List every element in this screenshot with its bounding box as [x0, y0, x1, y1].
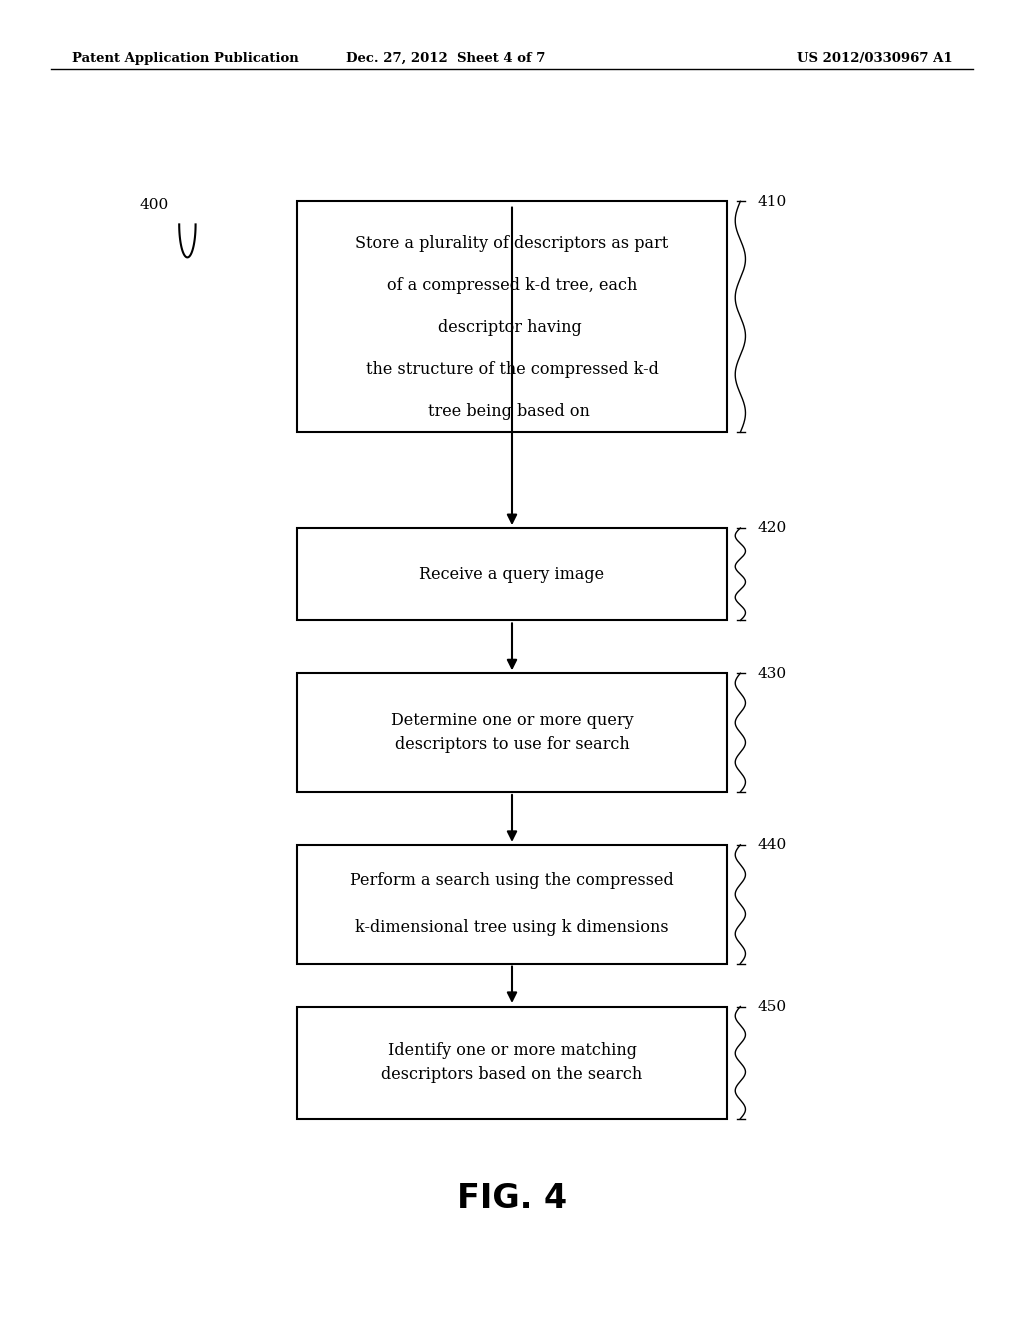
- Text: descriptor having: descriptor having: [437, 319, 587, 335]
- Text: 410: 410: [758, 195, 787, 209]
- Text: 430: 430: [758, 667, 786, 681]
- Text: Identify one or more matching
descriptors based on the search: Identify one or more matching descriptor…: [381, 1043, 643, 1082]
- FancyBboxPatch shape: [297, 528, 727, 620]
- Text: Patent Application Publication: Patent Application Publication: [72, 51, 298, 65]
- Text: US 2012/0330967 A1: US 2012/0330967 A1: [797, 51, 952, 65]
- Text: 440: 440: [758, 838, 787, 853]
- FancyBboxPatch shape: [297, 673, 727, 792]
- Text: Determine one or more query
descriptors to use for search: Determine one or more query descriptors …: [391, 713, 633, 752]
- Text: Dec. 27, 2012  Sheet 4 of 7: Dec. 27, 2012 Sheet 4 of 7: [346, 51, 545, 65]
- Text: of a compressed k-d tree, each: of a compressed k-d tree, each: [387, 277, 637, 294]
- Text: Perform a search using the compressed: Perform a search using the compressed: [350, 873, 674, 888]
- Text: k-dimensional tree using k dimensions: k-dimensional tree using k dimensions: [355, 920, 669, 936]
- FancyBboxPatch shape: [297, 1006, 727, 1119]
- Text: Store a plurality of descriptors as part: Store a plurality of descriptors as part: [355, 235, 669, 252]
- Text: 420: 420: [758, 521, 787, 536]
- Text: the structure of the compressed k-d: the structure of the compressed k-d: [366, 360, 658, 378]
- FancyBboxPatch shape: [297, 202, 727, 433]
- Text: 400: 400: [139, 198, 169, 211]
- Text: 450: 450: [758, 1001, 786, 1014]
- Text: FIG. 4: FIG. 4: [457, 1183, 567, 1214]
- Text: tree being based on: tree being based on: [428, 403, 596, 420]
- FancyBboxPatch shape: [297, 845, 727, 964]
- Text: Receive a query image: Receive a query image: [420, 566, 604, 582]
